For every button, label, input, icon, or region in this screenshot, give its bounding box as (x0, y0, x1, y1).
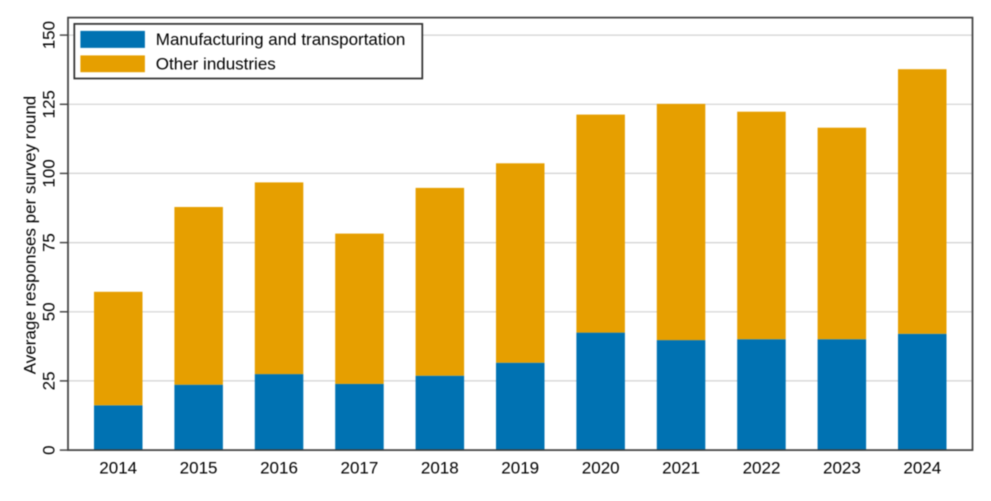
svg-text:0: 0 (39, 445, 58, 454)
svg-text:2020: 2020 (582, 459, 620, 478)
svg-text:2022: 2022 (743, 459, 781, 478)
svg-text:2015: 2015 (180, 459, 218, 478)
svg-text:100: 100 (39, 159, 58, 187)
svg-text:75: 75 (39, 233, 58, 252)
svg-text:2023: 2023 (823, 459, 861, 478)
svg-text:125: 125 (39, 90, 58, 118)
svg-text:Manufacturing and transportati: Manufacturing and transportation (156, 30, 405, 49)
svg-text:2016: 2016 (260, 459, 298, 478)
svg-text:2021: 2021 (662, 459, 700, 478)
svg-text:2014: 2014 (99, 459, 137, 478)
svg-text:25: 25 (39, 371, 58, 390)
svg-text:Average responses per survey r: Average responses per survey round (20, 96, 39, 374)
svg-text:2017: 2017 (340, 459, 378, 478)
svg-text:150: 150 (39, 21, 58, 49)
svg-text:Other industries: Other industries (156, 54, 276, 73)
svg-text:2018: 2018 (421, 459, 459, 478)
svg-text:50: 50 (39, 302, 58, 321)
svg-text:2019: 2019 (501, 459, 539, 478)
svg-text:2024: 2024 (903, 459, 941, 478)
